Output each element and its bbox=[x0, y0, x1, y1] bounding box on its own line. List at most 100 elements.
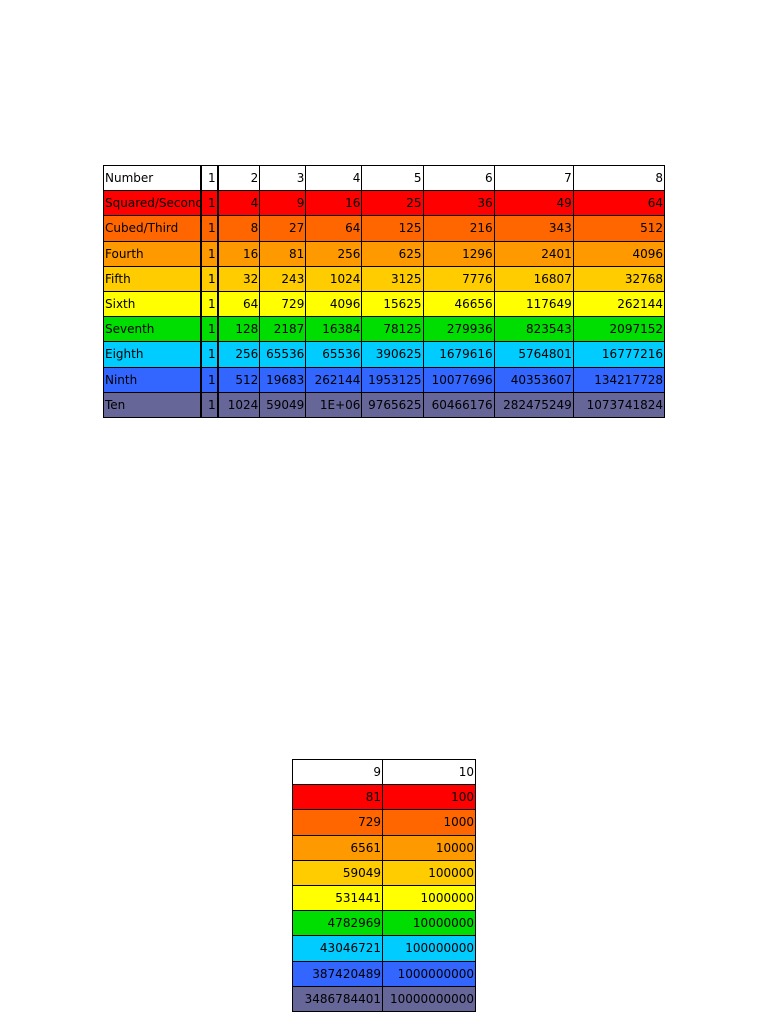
header-number-cell: 8 bbox=[572, 164, 666, 192]
value-cell: 65536 bbox=[305, 341, 363, 368]
row-label-cell: Seventh bbox=[102, 316, 202, 343]
value-cell: 16807 bbox=[493, 265, 574, 292]
row-label-cell: Cubed/Third bbox=[102, 215, 202, 242]
value-cell: 1953125 bbox=[361, 366, 424, 393]
value-cell: 531441 bbox=[292, 884, 383, 912]
value-cell: 729 bbox=[259, 290, 307, 318]
table-row: 531441 1000000 bbox=[292, 884, 476, 912]
table-row: Eighth 1 256 65536 65536 390625 1679616 5764801… bbox=[102, 341, 666, 368]
value-cell: 512 bbox=[572, 215, 666, 242]
value-cell: 10000000000 bbox=[382, 985, 476, 1012]
value-cell: 100000 bbox=[382, 859, 476, 886]
value-cell: 16777216 bbox=[572, 341, 666, 368]
value-cell: 1 bbox=[200, 290, 219, 318]
value-cell: 1679616 bbox=[422, 341, 495, 368]
value-cell: 16384 bbox=[305, 316, 363, 343]
header-number-cell: 7 bbox=[493, 164, 574, 192]
value-cell: 40353607 bbox=[493, 366, 574, 393]
header-number-cell: 5 bbox=[361, 164, 424, 192]
row-label-cell: Eighth bbox=[102, 341, 202, 368]
header-number-cell: 4 bbox=[305, 164, 363, 192]
value-cell: 125 bbox=[361, 215, 424, 242]
value-cell: 4096 bbox=[572, 240, 666, 267]
value-cell: 216 bbox=[422, 215, 495, 242]
value-cell: 4782969 bbox=[292, 910, 383, 937]
value-cell: 1073741824 bbox=[572, 391, 666, 418]
powers-table-continued: 9 10 81 100 729 1000 6561 10000 59049 100000 53144… bbox=[292, 758, 476, 1012]
value-cell: 1 bbox=[200, 215, 219, 242]
value-cell: 1 bbox=[200, 341, 219, 368]
header-label-cell: Number bbox=[102, 164, 202, 192]
value-cell: 4 bbox=[217, 190, 261, 217]
table-row: 6561 10000 bbox=[292, 834, 476, 861]
value-cell: 1024 bbox=[217, 391, 261, 418]
value-cell: 262144 bbox=[572, 290, 666, 318]
value-cell: 1000 bbox=[382, 809, 476, 836]
value-cell: 387420489 bbox=[292, 960, 383, 987]
header-number-cell: 2 bbox=[217, 164, 261, 192]
value-cell: 9 bbox=[259, 190, 307, 217]
value-cell: 64 bbox=[305, 215, 363, 242]
value-cell: 134217728 bbox=[572, 366, 666, 393]
value-cell: 16 bbox=[217, 240, 261, 267]
value-cell: 1000000 bbox=[382, 884, 476, 912]
table-row: Fourth 1 16 81 256 625 1296 2401 4096 bbox=[102, 240, 666, 267]
row-label-cell: Sixth bbox=[102, 290, 202, 318]
row-label-cell: Ten bbox=[102, 391, 202, 418]
value-cell: 6561 bbox=[292, 834, 383, 861]
value-cell: 15625 bbox=[361, 290, 424, 318]
header-number-cell: 6 bbox=[422, 164, 495, 192]
value-cell: 59049 bbox=[259, 391, 307, 418]
value-cell: 43046721 bbox=[292, 935, 383, 962]
value-cell: 100 bbox=[382, 784, 476, 811]
value-cell: 1024 bbox=[305, 265, 363, 292]
value-cell: 3486784401 bbox=[292, 985, 383, 1012]
value-cell: 8 bbox=[217, 215, 261, 242]
value-cell: 10077696 bbox=[422, 366, 495, 393]
value-cell: 256 bbox=[305, 240, 363, 267]
value-cell: 9765625 bbox=[361, 391, 424, 418]
row-label-cell: Fourth bbox=[102, 240, 202, 267]
header-number-cell: 9 bbox=[292, 758, 383, 786]
value-cell: 729 bbox=[292, 809, 383, 836]
value-cell: 4096 bbox=[305, 290, 363, 318]
value-cell: 1000000000 bbox=[382, 960, 476, 987]
value-cell: 256 bbox=[217, 341, 261, 368]
powers-table-main: Number 1 2 3 4 5 6 7 8 Squared/Second 1 4 9 16 25 36 49 6… bbox=[102, 164, 666, 418]
value-cell: 19683 bbox=[259, 366, 307, 393]
value-cell: 625 bbox=[361, 240, 424, 267]
table-row: 81 100 bbox=[292, 784, 476, 811]
value-cell: 823543 bbox=[493, 316, 574, 343]
value-cell: 81 bbox=[292, 784, 383, 811]
value-cell: 512 bbox=[217, 366, 261, 393]
table-row: 43046721 100000000 bbox=[292, 935, 476, 962]
value-cell: 1 bbox=[200, 366, 219, 393]
value-cell: 36 bbox=[422, 190, 495, 217]
value-cell: 1296 bbox=[422, 240, 495, 267]
value-cell: 27 bbox=[259, 215, 307, 242]
value-cell: 262144 bbox=[305, 366, 363, 393]
table-header-row: Number 1 2 3 4 5 6 7 8 bbox=[102, 164, 666, 192]
value-cell: 1 bbox=[200, 265, 219, 292]
table-row: Seventh 1 128 2187 16384 78125 279936 823543 209… bbox=[102, 316, 666, 343]
value-cell: 5764801 bbox=[493, 341, 574, 368]
value-cell: 117649 bbox=[493, 290, 574, 318]
value-cell: 32768 bbox=[572, 265, 666, 292]
value-cell: 46656 bbox=[422, 290, 495, 318]
value-cell: 3125 bbox=[361, 265, 424, 292]
value-cell: 64 bbox=[572, 190, 666, 217]
value-cell: 59049 bbox=[292, 859, 383, 886]
value-cell: 1E+06 bbox=[305, 391, 363, 418]
row-label-cell: Fifth bbox=[102, 265, 202, 292]
table-row: 59049 100000 bbox=[292, 859, 476, 886]
value-cell: 390625 bbox=[361, 341, 424, 368]
table-row: Sixth 1 64 729 4096 15625 46656 117649 262144 bbox=[102, 290, 666, 318]
value-cell: 243 bbox=[259, 265, 307, 292]
value-cell: 282475249 bbox=[493, 391, 574, 418]
header-number-cell: 1 bbox=[200, 164, 219, 192]
value-cell: 65536 bbox=[259, 341, 307, 368]
value-cell: 16 bbox=[305, 190, 363, 217]
value-cell: 2401 bbox=[493, 240, 574, 267]
value-cell: 32 bbox=[217, 265, 261, 292]
